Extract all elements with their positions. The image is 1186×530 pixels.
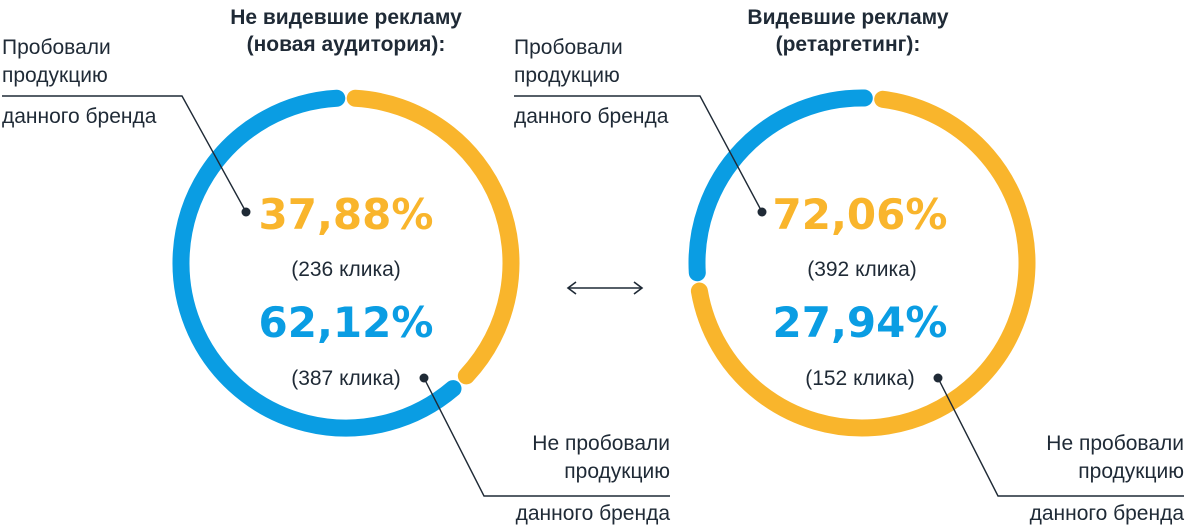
data-label-not-tried-percent: 27,94%: [773, 298, 948, 347]
leader-line-not-tried: [937, 377, 1184, 497]
data-label-not-tried-clicks: (152 клика): [805, 367, 915, 390]
leader-line-tried: [2, 95, 247, 213]
data-label-tried-percent: 37,88%: [259, 190, 434, 239]
chart-title-line-2: (новая аудитория):: [247, 33, 446, 56]
donut-chart-new-audience: Не видевшие рекламу (новая аудитория): П…: [2, 6, 670, 525]
slice-label-not-tried-line-3: данного бренда: [1030, 502, 1185, 525]
leader-dot-not-tried: [419, 373, 429, 383]
leader-line-not-tried: [423, 377, 670, 497]
data-label-not-tried-percent: 62,12%: [259, 298, 434, 347]
donut-chart-retargeting: Видевшие рекламу (ретаргетинг): Пробовал…: [514, 6, 1184, 525]
slice-label-tried-line-2: продукцию: [2, 64, 108, 87]
slice-label-not-tried-line-1: Не пробовали: [1046, 432, 1184, 455]
donut-ring: [172, 89, 520, 437]
slice-label-not-tried-line-1: Не пробовали: [532, 432, 670, 455]
leader-dot-tried: [241, 207, 251, 217]
slice-label-tried-line-2: продукцию: [514, 64, 620, 87]
leader-dot-tried: [757, 207, 767, 217]
leader-line-tried: [514, 95, 763, 213]
data-label-tried-clicks: (392 клика): [807, 258, 917, 281]
data-label-not-tried-clicks: (387 клика): [291, 367, 401, 390]
chart-title-line-2: (ретаргетинг):: [776, 33, 921, 56]
donut-ring: [688, 89, 1036, 437]
slice-label-tried-line-3: данного бренда: [2, 105, 157, 128]
donut-slice-not-tried: [172, 89, 462, 437]
donut-slice-not-tried: [688, 89, 873, 282]
chart-title-line-1: Видевшие рекламу: [747, 6, 948, 29]
data-label-tried-percent: 72,06%: [773, 190, 948, 239]
leader-dot-not-tried: [933, 373, 943, 383]
slice-label-not-tried-line-2: продукцию: [1078, 460, 1184, 483]
double-arrow-icon: [566, 281, 644, 295]
donut-slice-tried: [690, 90, 1036, 437]
chart-title-line-1: Не видевшие рекламу: [230, 6, 462, 29]
slice-label-not-tried-line-3: данного бренда: [516, 502, 671, 525]
slice-label-not-tried-line-2: продукцию: [564, 460, 670, 483]
donut-slice-tried: [346, 89, 520, 385]
data-label-tried-clicks: (236 клика): [291, 258, 401, 281]
slice-label-tried-line-1: Пробовали: [2, 36, 111, 59]
slice-label-tried-line-3: данного бренда: [514, 105, 669, 128]
slice-label-tried-line-1: Пробовали: [514, 36, 623, 59]
